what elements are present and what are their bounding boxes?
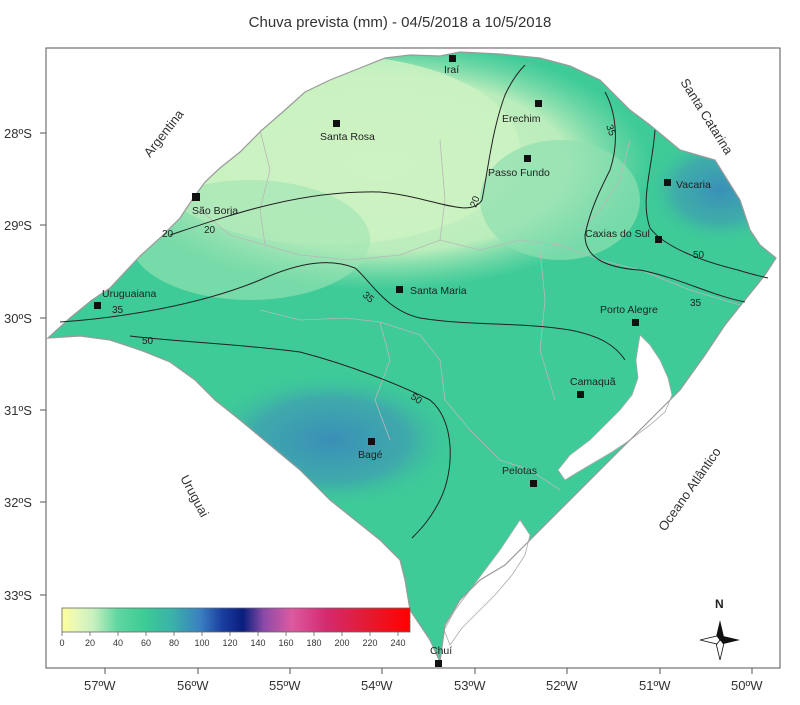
colorbar-tick-label: 100 [194, 638, 209, 648]
city-porto-alegre: Porto Alegre [600, 304, 658, 326]
city-sao-borja: São Borja [192, 193, 238, 217]
city-chui: Chuí [430, 645, 452, 667]
svg-text:32ºS: 32ºS [4, 495, 32, 510]
city-irai: Iraí [444, 55, 459, 76]
isoline-label-20-a: 20 [162, 229, 174, 240]
colorbar-tick-label: 120 [222, 638, 237, 648]
svg-text:57ºW: 57ºW [84, 678, 116, 693]
colorbar-tick-label: 80 [169, 638, 179, 648]
lat-axis [40, 132, 46, 596]
city-caxias-do-sul: Caxias do Sul [585, 228, 662, 243]
svg-text:Santa Maria: Santa Maria [410, 285, 467, 297]
svg-text:Vacaria: Vacaria [676, 179, 711, 191]
lon-axis [104, 668, 753, 674]
svg-text:51ºW: 51ºW [639, 678, 671, 693]
svg-text:Caxias do Sul: Caxias do Sul [585, 228, 650, 240]
svg-text:Camaquã: Camaquã [570, 376, 616, 388]
city-erechim: Erechim [502, 100, 542, 125]
lon-labels: 57ºW 56ºW 55ºW 54ºW 53ºW 52ºW 51ºW 50ºW [84, 678, 763, 693]
isoline-label-50-c: 50 [693, 250, 705, 261]
svg-text:50ºW: 50ºW [731, 678, 763, 693]
isoline-35-south [59, 262, 626, 361]
city-camaqua: Camaquã [570, 376, 616, 398]
city-pelotas: Pelotas [502, 465, 537, 487]
colorbar-tick-label: 20 [85, 638, 95, 648]
isoline-50-west [129, 335, 451, 539]
svg-text:São Borja: São Borja [192, 205, 238, 217]
svg-text:53ºW: 53ºW [454, 678, 486, 693]
lagoon-mirim-shape [443, 519, 531, 646]
isoline-label-20-c: 20 [468, 194, 482, 209]
city-uruguaiana: Uruguaiana [94, 288, 156, 309]
svg-text:Uruguaiana: Uruguaiana [102, 288, 156, 300]
svg-text:54ºW: 54ºW [361, 678, 393, 693]
lat-labels: 28ºS 29ºS 30ºS 31ºS 32ºS 33ºS [4, 126, 32, 603]
colorbar-tick-label: 60 [141, 638, 151, 648]
isoline-label-35-c: 35 [603, 123, 617, 138]
svg-text:29ºS: 29ºS [4, 218, 32, 233]
colorbar: 0 20 40 60 80 100 120 140 160 180 200 220 240 [59, 607, 411, 648]
colorbar-tick-label: 140 [250, 638, 265, 648]
svg-text:Erechim: Erechim [502, 113, 541, 125]
city-markers: Iraí Erechim Santa Rosa Passo Fundo Vaca… [94, 55, 711, 667]
svg-text:30ºS: 30ºS [4, 311, 32, 326]
isoline-20 [169, 64, 526, 236]
svg-text:Iraí: Iraí [444, 64, 459, 76]
svg-text:56ºW: 56ºW [177, 678, 209, 693]
svg-text:Santa Rosa: Santa Rosa [320, 131, 375, 143]
colorbar-tick-label: 40 [113, 638, 123, 648]
colorbar-tick-label: 160 [278, 638, 293, 648]
city-santa-maria: Santa Maria [396, 285, 467, 297]
region-label-santa-catarina: Santa Catarina [677, 76, 736, 158]
region-label-oceano: Oceano Atlântico [655, 445, 724, 534]
region-boundaries [199, 129, 741, 491]
city-passo-fundo: Passo Fundo [488, 155, 550, 179]
isoline-label-35-a: 35 [112, 305, 124, 316]
colorbar-tick-label: 200 [334, 638, 349, 648]
north-arrow-icon: N [699, 597, 740, 661]
colorbar-tick-label: 240 [390, 638, 405, 648]
svg-text:Pelotas: Pelotas [502, 465, 537, 477]
colorbar-tick-label: 180 [306, 638, 321, 648]
map-title: Chuva prevista (mm) - 04/5/2018 a 10/5/2… [248, 14, 552, 31]
isoline-label-20-b: 20 [204, 225, 216, 236]
city-vacaria: Vacaria [664, 179, 711, 191]
svg-text:31ºS: 31ºS [4, 403, 32, 418]
svg-text:55ºW: 55ºW [269, 678, 301, 693]
svg-text:Passo Fundo: Passo Fundo [488, 167, 550, 179]
lagoon-shape [557, 334, 673, 481]
svg-text:N: N [715, 597, 724, 611]
region-label-argentina: Argentina [141, 106, 188, 160]
region-label-uruguai: Uruguai [177, 472, 212, 519]
isoline-50-east [645, 129, 769, 279]
svg-text:33ºS: 33ºS [4, 588, 32, 603]
svg-text:Bagé: Bagé [358, 449, 383, 461]
isolines [59, 64, 769, 539]
isoline-35-east [584, 91, 746, 303]
svg-text:Porto Alegre: Porto Alegre [600, 304, 658, 316]
svg-text:28ºS: 28ºS [4, 126, 32, 141]
colorbar-tick-label: 0 [59, 638, 64, 648]
isoline-label-35-d: 35 [690, 298, 702, 309]
svg-text:52ºW: 52ºW [546, 678, 578, 693]
svg-text:Chuí: Chuí [430, 645, 452, 657]
city-santa-rosa: Santa Rosa [320, 120, 375, 143]
isoline-label-50-a: 50 [142, 336, 154, 347]
map-frame [45, 47, 781, 669]
colorbar-tick-label: 220 [362, 638, 377, 648]
colorbar-ticks: 0 20 40 60 80 100 120 140 160 180 200 220 240 [59, 632, 406, 648]
city-bage: Bagé [358, 438, 383, 461]
